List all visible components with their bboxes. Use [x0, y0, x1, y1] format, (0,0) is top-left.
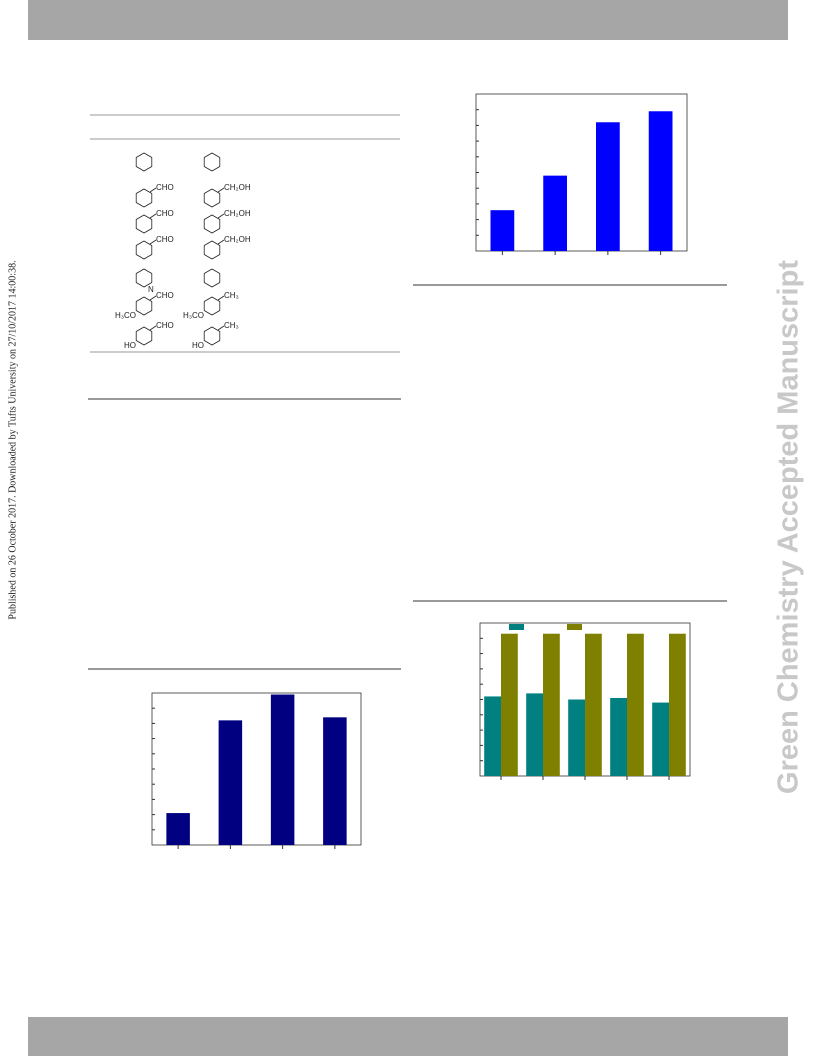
structure-label: CH₃	[224, 321, 239, 330]
bar	[596, 122, 620, 251]
structure-label: N	[148, 285, 154, 294]
bond	[149, 213, 157, 219]
ring	[135, 152, 153, 172]
structure-label: CHO	[156, 235, 174, 244]
bar	[323, 717, 347, 845]
structure-label: CHO	[156, 321, 174, 330]
structure-label: HO	[124, 341, 136, 350]
bar	[568, 699, 585, 776]
legend-swatch	[509, 624, 524, 630]
ring	[135, 268, 153, 288]
ring	[135, 296, 153, 316]
bar	[610, 697, 627, 776]
structure-label: CHO	[156, 183, 174, 192]
bar	[543, 633, 560, 776]
bond	[149, 325, 157, 331]
bond	[149, 187, 157, 193]
bond	[217, 325, 225, 331]
bar	[526, 693, 543, 776]
bar	[218, 720, 243, 845]
bar	[270, 694, 295, 845]
ring	[203, 296, 221, 316]
structure-label: CH₂OH	[224, 183, 251, 192]
structure-label: CH₃	[224, 291, 239, 300]
bar	[585, 633, 602, 776]
ring	[203, 152, 221, 172]
ring	[203, 268, 221, 288]
bar	[648, 111, 673, 252]
header-bar	[28, 0, 788, 40]
bond	[217, 213, 225, 219]
structure-label: H₃CO	[183, 311, 204, 320]
ring	[203, 240, 221, 260]
legend-swatch	[567, 624, 582, 630]
watermark: Green Chemistry Accepted Manuscript	[773, 260, 805, 794]
bar	[669, 633, 686, 776]
structure-label: HO	[192, 341, 204, 350]
ring	[135, 240, 153, 260]
bond	[217, 239, 225, 245]
bar	[166, 813, 190, 845]
ring	[203, 326, 221, 346]
bar	[543, 175, 567, 251]
structure-label: CHO	[156, 291, 174, 300]
rules	[88, 114, 727, 670]
ring	[135, 326, 153, 346]
ring	[203, 188, 221, 208]
structure-label: CH₂OH	[224, 209, 251, 218]
bond	[217, 187, 225, 193]
side-note: Published on 26 October 2017. Downloaded…	[7, 260, 18, 619]
bar	[490, 210, 515, 251]
ring	[135, 214, 153, 234]
bond	[217, 295, 225, 301]
ring	[135, 188, 153, 208]
bar	[652, 702, 669, 776]
bar	[627, 633, 644, 776]
bar	[484, 696, 501, 776]
structure-label: H₃CO	[115, 311, 136, 320]
structure-label: CHO	[156, 209, 174, 218]
bond	[149, 239, 157, 245]
bar	[501, 633, 518, 776]
bond	[149, 295, 157, 301]
footer-bar	[28, 1017, 788, 1056]
structure-label: CH₂OH	[224, 235, 251, 244]
ring	[203, 214, 221, 234]
